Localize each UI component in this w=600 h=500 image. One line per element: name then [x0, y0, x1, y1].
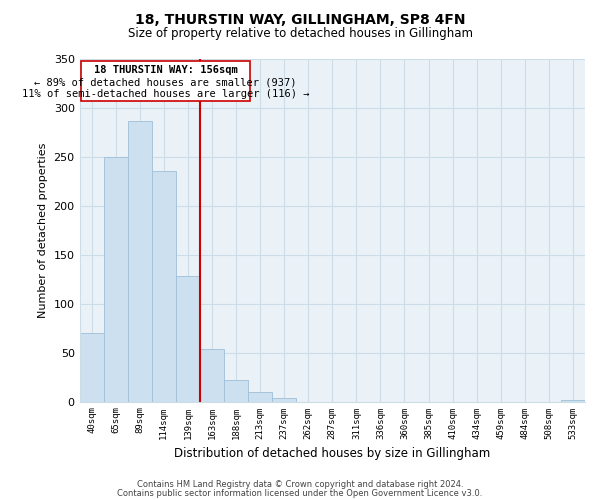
Bar [248, 392, 272, 402]
Bar [80, 333, 104, 402]
Bar [224, 380, 248, 402]
Text: 18 THURSTIN WAY: 156sqm: 18 THURSTIN WAY: 156sqm [94, 65, 238, 75]
Bar [561, 400, 585, 402]
FancyBboxPatch shape [81, 61, 250, 101]
Text: Contains HM Land Registry data © Crown copyright and database right 2024.: Contains HM Land Registry data © Crown c… [137, 480, 463, 489]
Bar [152, 170, 176, 402]
Y-axis label: Number of detached properties: Number of detached properties [38, 142, 48, 318]
Text: 11% of semi-detached houses are larger (116) →: 11% of semi-detached houses are larger (… [22, 90, 310, 100]
X-axis label: Distribution of detached houses by size in Gillingham: Distribution of detached houses by size … [174, 447, 490, 460]
Bar [272, 398, 296, 402]
Bar [200, 348, 224, 402]
Bar [128, 120, 152, 402]
Bar [176, 276, 200, 402]
Text: Contains public sector information licensed under the Open Government Licence v3: Contains public sector information licen… [118, 488, 482, 498]
Text: Size of property relative to detached houses in Gillingham: Size of property relative to detached ho… [128, 28, 473, 40]
Bar [104, 157, 128, 402]
Text: ← 89% of detached houses are smaller (937): ← 89% of detached houses are smaller (93… [34, 77, 297, 87]
Text: 18, THURSTIN WAY, GILLINGHAM, SP8 4FN: 18, THURSTIN WAY, GILLINGHAM, SP8 4FN [135, 12, 465, 26]
